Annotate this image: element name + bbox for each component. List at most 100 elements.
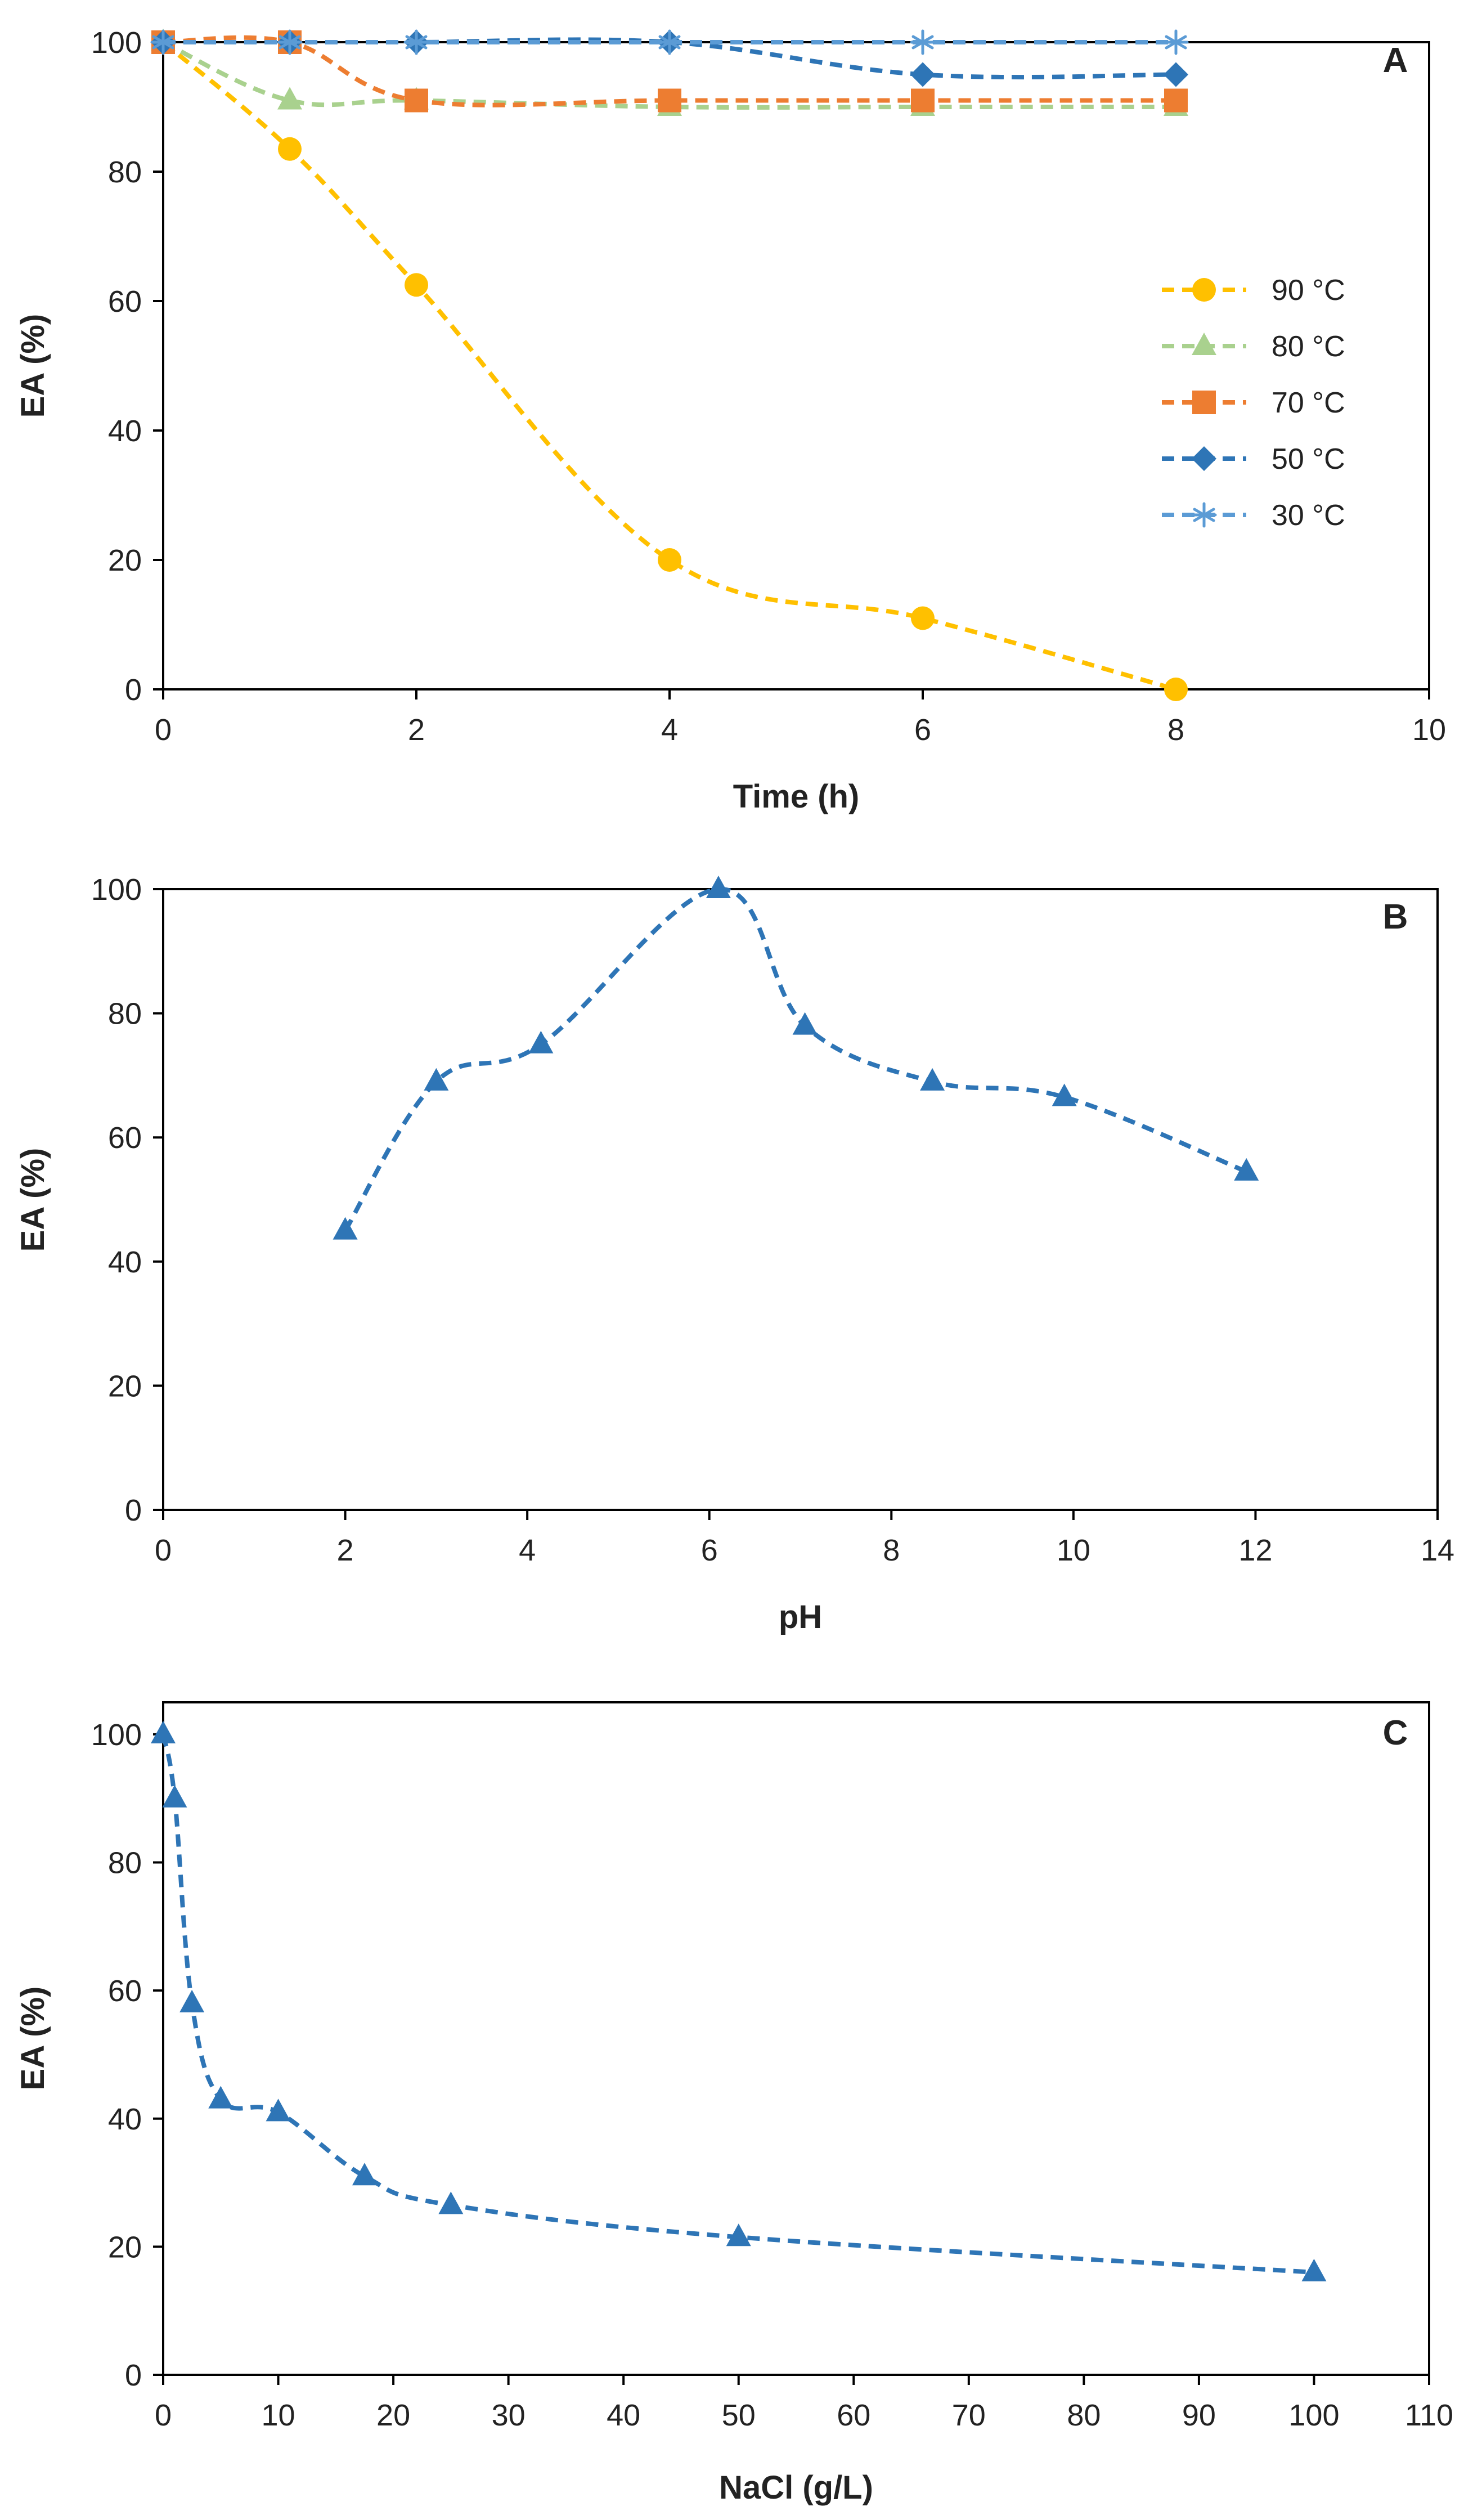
panel-c-data-point (266, 2098, 291, 2122)
panel-b-panel-letter: B (1383, 898, 1408, 936)
panel-c-data-point (162, 1784, 187, 1808)
panel-a-legend-label: 50 °C (1272, 443, 1345, 476)
panel-c-x-axis-title: NaCl (g/L) (719, 2469, 873, 2506)
panel-c-panel-letter: C (1383, 1714, 1408, 1752)
panel-c-x-tick-label: 30 (492, 2398, 526, 2432)
panel-a-data-point (1164, 62, 1188, 87)
panel-a-data-point (278, 137, 302, 161)
panel-c-y-tick-label: 100 (91, 1718, 142, 1752)
panel-b-x-tick-label: 0 (155, 1533, 172, 1567)
panel-a-y-tick-label: 60 (108, 285, 142, 319)
panel-b-x-tick-label: 14 (1421, 1533, 1454, 1567)
panel-c-data-point (151, 1720, 176, 1743)
panel-a-x-tick-label: 8 (1167, 713, 1184, 747)
panel-a-y-tick-label: 40 (108, 414, 142, 448)
panel-b-x-tick-label: 10 (1057, 1533, 1090, 1567)
panel-c-x-tick-label: 20 (376, 2398, 410, 2432)
panel-a-data-point (405, 88, 428, 113)
panel-a-legend: 90 °C 80 °C 70 °C 50 °C 30 °C (1162, 274, 1345, 532)
panel-a-data-point (910, 29, 936, 55)
panel-b-x-tick-label: 8 (883, 1533, 900, 1567)
panel-a-series-line (162, 40, 1176, 110)
panel-b-x-tick-label: 6 (701, 1533, 718, 1567)
panel-a-legend-marker (1192, 391, 1216, 414)
panel-c-data-point (208, 2086, 233, 2109)
panel-c-y-tick-label: 60 (108, 1974, 142, 2008)
panel-a-legend-marker (1191, 502, 1217, 528)
panel-a-legend-marker (1192, 333, 1216, 355)
panel-b-chart: 0 2 4 6 8 10 12 14 0 20 40 60 80 100 pH EA (%) B (15, 873, 1454, 1635)
panel-a-x-tick-label: 6 (914, 713, 931, 747)
panel-a-data-point (1164, 88, 1188, 113)
panel-a-y-tick-label: 0 (125, 673, 142, 707)
panel-a-data-point (658, 88, 681, 113)
panel-a-legend-marker (1192, 278, 1216, 302)
panel-c-x-tick-label: 10 (262, 2398, 295, 2432)
panel-a-data-point (277, 29, 303, 55)
panel-c-x-tick-label: 90 (1182, 2398, 1216, 2432)
panel-c-data-point (179, 1989, 205, 2012)
panel-b-data-point (528, 1030, 554, 1053)
panel-b-y-tick-label: 20 (108, 1369, 142, 1403)
panel-c-x-tick-label: 40 (607, 2398, 640, 2432)
panel-b-data-point (424, 1068, 449, 1091)
panel-a-legend-marker (1192, 446, 1216, 471)
panel-c-data-point (726, 2223, 751, 2247)
panel-b-y-axis-title: EA (%) (15, 1148, 51, 1252)
panel-a-series-4 (150, 29, 1189, 55)
panel-a-legend-label: 80 °C (1272, 330, 1345, 363)
panel-b-y-tick-label: 100 (91, 873, 142, 907)
panel-b-x-tick-label: 12 (1238, 1533, 1272, 1567)
panel-a-data-point (910, 62, 935, 87)
panel-a-data-point (277, 87, 302, 110)
panel-c-chart: 0 10 20 30 40 50 60 70 80 90 100 110 0 20 40 60 80 100 NaC… (15, 1701, 1453, 2506)
panel-b-data-point (706, 876, 731, 898)
panel-a-x-axis-title: Time (h) (733, 778, 860, 815)
panel-a-data-point (911, 88, 935, 113)
panel-b-series-0 (333, 876, 1259, 1240)
panel-b-y-tick-label: 80 (108, 997, 142, 1031)
panel-b-x-axis-title: pH (779, 1599, 822, 1635)
panel-c-plot-frame (162, 1701, 1430, 2376)
panel-c-y-tick-label: 40 (108, 2102, 142, 2136)
panel-b-data-point (1052, 1083, 1077, 1106)
panel-a-y-tick-label: 80 (108, 155, 142, 189)
panel-c-data-point (352, 2163, 377, 2186)
panel-c-y-axis-title: EA (%) (15, 1987, 51, 2091)
panel-a-x-tick-label: 10 (1412, 713, 1446, 747)
panel-a-data-point (150, 29, 176, 55)
panel-c-y-tick-label: 80 (108, 1846, 142, 1880)
panel-b-data-point (920, 1068, 945, 1091)
panel-c-x-tick-label: 60 (837, 2398, 870, 2432)
panel-a-legend-label: 30 °C (1272, 499, 1345, 532)
panel-b-x-tick-label: 2 (337, 1533, 354, 1567)
panel-c-series-0 (151, 1720, 1327, 2281)
panel-a-data-point (403, 29, 429, 55)
panel-b-x-tick-label: 4 (519, 1533, 536, 1567)
panel-b-y-tick-label: 0 (125, 1494, 142, 1527)
panel-a-y-axis-title: EA (%) (15, 314, 51, 418)
panel-c-x-tick-label: 70 (952, 2398, 986, 2432)
panel-a-y-tick-label: 100 (91, 26, 142, 60)
panel-a-plot-frame (162, 41, 1430, 690)
panel-a-series-line (161, 40, 1177, 692)
panel-a-legend-label: 90 °C (1272, 274, 1345, 307)
panel-c-x-tick-label: 80 (1067, 2398, 1101, 2432)
panel-b-data-point (792, 1012, 818, 1035)
panel-a-data-point (658, 548, 681, 572)
panel-a-x-tick-label: 4 (661, 713, 678, 747)
panel-a-data-point (657, 29, 682, 55)
panel-c-y-tick-label: 0 (125, 2358, 142, 2392)
panel-a-x-tick-label: 2 (408, 713, 425, 747)
panel-b-y-tick-label: 60 (108, 1121, 142, 1155)
panel-b-data-point (333, 1217, 358, 1240)
panel-a-legend-label: 70 °C (1272, 387, 1345, 419)
panel-a-y-tick-label: 20 (108, 544, 142, 577)
panel-c-x-tick-label: 50 (722, 2398, 756, 2432)
panel-c-data-point (1301, 2258, 1327, 2281)
panel-b-data-point (1234, 1158, 1259, 1181)
panel-b-series-line (343, 886, 1247, 1232)
panel-c-x-tick-label: 0 (155, 2398, 172, 2432)
